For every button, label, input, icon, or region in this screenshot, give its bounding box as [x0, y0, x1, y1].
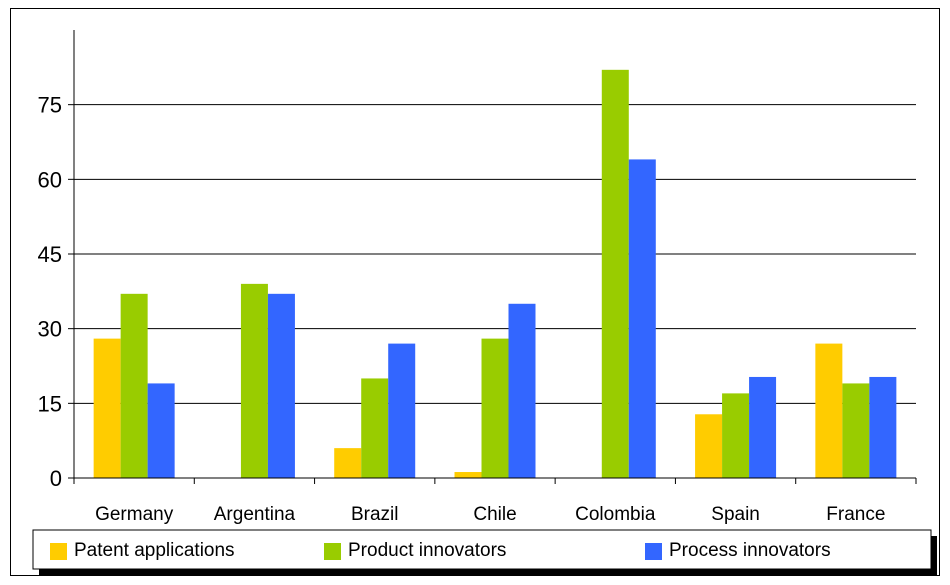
- legend-swatch: [324, 543, 341, 560]
- legend-label: Product innovators: [348, 540, 506, 561]
- x-category-label: Brazil: [351, 504, 399, 525]
- bar-colombia-product-innovators: [601, 69, 629, 479]
- chart-frame: [10, 8, 940, 576]
- bar-brazil-process-innovators: [388, 343, 416, 478]
- bar-colombia-process-innovators: [628, 159, 656, 478]
- x-category-label: Germany: [95, 504, 174, 525]
- y-tick-label: 75: [38, 93, 62, 118]
- legend-label: Patent applications: [74, 540, 235, 561]
- bar-germany-patent-applications: [93, 338, 121, 478]
- x-category-label: Chile: [473, 504, 516, 525]
- bar-chile-process-innovators: [508, 303, 536, 478]
- x-category-label: Spain: [711, 504, 760, 525]
- legend-box: [32, 529, 932, 570]
- y-tick-label: 0: [50, 466, 62, 491]
- legend: Patent applications Product innovators Pro…: [32, 529, 937, 575]
- axes: [68, 30, 917, 484]
- bar-france-product-innovators: [842, 383, 870, 478]
- bars: [93, 69, 897, 479]
- y-tick-label: 60: [38, 167, 62, 192]
- x-axis-category-labels: Germany Argentina Brazil Chile Colombia Spain…: [95, 504, 885, 525]
- bar-spain-product-innovators: [722, 393, 750, 478]
- y-tick-label: 30: [38, 317, 62, 342]
- bar-spain-process-innovators: [749, 376, 777, 478]
- bar-france-patent-applications: [815, 343, 843, 478]
- bar-chile-product-innovators: [481, 338, 509, 478]
- bar-argentina-product-innovators: [240, 283, 268, 478]
- x-category-label: France: [826, 504, 885, 525]
- bar-germany-product-innovators: [120, 293, 148, 478]
- bar-spain-patent-applications: [695, 414, 723, 478]
- bar-argentina-process-innovators: [267, 293, 295, 478]
- bar-france-process-innovators: [869, 376, 897, 478]
- bar-germany-process-innovators: [147, 383, 175, 478]
- legend-swatch: [50, 543, 67, 560]
- bar-brazil-patent-applications: [334, 448, 362, 478]
- bar-brazil-product-innovators: [361, 378, 389, 478]
- bar-chile-patent-applications: [454, 472, 482, 478]
- y-tick-label: 45: [38, 242, 62, 267]
- y-axis-tick-labels: 0 15 30 45 60 75: [38, 93, 62, 491]
- legend-label: Process innovators: [669, 540, 831, 561]
- x-category-label: Argentina: [214, 504, 296, 525]
- x-category-label: Colombia: [575, 504, 656, 525]
- y-tick-label: 15: [38, 391, 62, 416]
- legend-swatch: [645, 543, 662, 560]
